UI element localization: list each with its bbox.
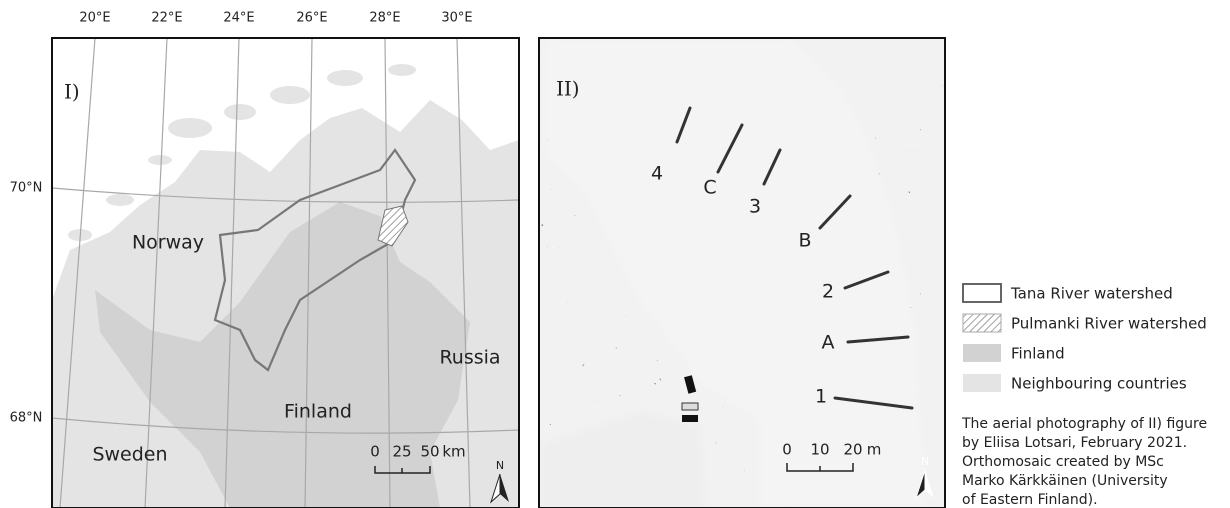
legend-label: Finland	[1011, 345, 1065, 363]
site-label: 2	[822, 281, 834, 303]
country-label: Russia	[439, 347, 500, 369]
map-panel-1	[52, 38, 519, 508]
aerial-photo	[539, 38, 945, 508]
scale-label: 10	[810, 441, 829, 459]
figure: 20°E 22°E 24°E 26°E 28°E 30°E 70°N 68°N …	[0, 0, 1230, 508]
caption-line: of Eastern Finland).	[962, 492, 1098, 508]
caption-line: Marko Kärkkäinen (University	[962, 473, 1168, 489]
scale-unit: m	[867, 441, 882, 459]
scale-label: 20	[843, 441, 862, 459]
legend: Tana River watershed Pulmanki River wate…	[963, 284, 1207, 393]
legend-label: Tana River watershed	[1010, 285, 1173, 303]
site-label: B	[798, 230, 811, 252]
longitude-label: 24°E	[223, 11, 254, 26]
longitude-label: 20°E	[79, 11, 110, 26]
scale-label: 25	[392, 443, 411, 461]
site-label: 3	[749, 196, 761, 218]
caption-line: by Eliisa Lotsari, February 2021.	[962, 435, 1187, 451]
site-label: 4	[651, 163, 663, 185]
scale-label: 50	[420, 443, 439, 461]
legend-label: Pulmanki River watershed	[1011, 315, 1207, 333]
longitude-label: 30°E	[441, 11, 472, 26]
north-label: N	[496, 459, 504, 472]
legend-swatch	[963, 314, 1001, 332]
country-label: Norway	[132, 232, 204, 254]
longitude-label: 22°E	[151, 11, 182, 26]
caption-line: The aerial photography of II) figure	[961, 416, 1207, 432]
latitude-label: 68°N	[10, 411, 43, 426]
site-label: C	[703, 177, 716, 199]
caption: The aerial photography of II) figure by …	[961, 416, 1207, 508]
legend-swatch	[963, 284, 1001, 302]
scale-unit: km	[442, 443, 465, 461]
north-label: N	[921, 455, 929, 468]
scale-label: 0	[370, 443, 380, 461]
panel-label: II)	[556, 77, 580, 101]
legend-label: Neighbouring countries	[1011, 375, 1187, 393]
country-label: Sweden	[92, 444, 167, 466]
country-label: Finland	[284, 401, 352, 423]
legend-swatch	[963, 374, 1001, 392]
legend-swatch	[963, 344, 1001, 362]
caption-line: Orthomosaic created by MSc	[962, 454, 1164, 470]
longitude-label: 28°E	[369, 11, 400, 26]
scale-label: 0	[782, 441, 792, 459]
longitude-label: 26°E	[296, 11, 327, 26]
panel-label: I)	[64, 80, 80, 104]
latitude-label: 70°N	[10, 181, 43, 196]
site-label: 1	[815, 386, 827, 408]
site-label: A	[822, 332, 835, 354]
